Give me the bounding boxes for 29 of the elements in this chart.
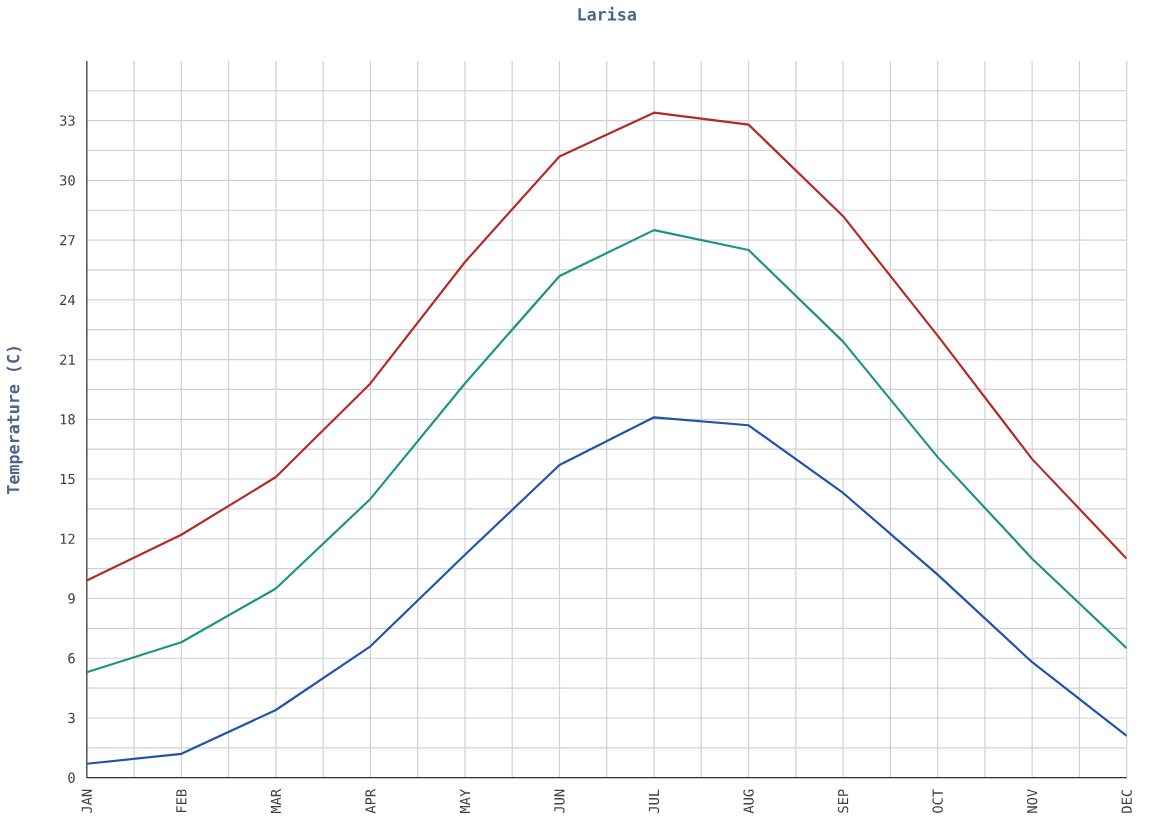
y-tick-label: 15: [60, 474, 75, 485]
x-tick-label: FEB: [176, 789, 187, 813]
y-tick-label: 6: [68, 653, 75, 664]
y-tick-label: 27: [60, 235, 75, 246]
x-tick-label: MAR: [270, 788, 281, 814]
line-series: [86, 416, 1127, 765]
y-tick-label: 18: [60, 414, 75, 425]
x-tick-label: APR: [365, 788, 376, 814]
y-tick-label: 0: [68, 772, 75, 783]
y-tick-label: 9: [68, 593, 75, 604]
x-tick-label: SEP: [837, 789, 849, 813]
x-tick-label: JUL: [648, 789, 660, 814]
y-tick-label: 21: [60, 354, 75, 365]
y-tick-label: 33: [60, 115, 75, 126]
line-series: [86, 229, 1127, 674]
y-tick-label: 12: [60, 533, 75, 544]
x-tick-label: JUN: [554, 789, 565, 814]
chart-title: Larisa: [578, 6, 636, 21]
x-tick-label: DEC: [1121, 790, 1132, 813]
y-tick-label: 30: [60, 175, 75, 186]
y-tick-label: 24: [60, 294, 76, 306]
y-axis-title: Temperature (C): [6, 347, 23, 495]
x-tick-label: MAY: [459, 789, 470, 814]
line-series: [86, 111, 1127, 582]
x-tick-label: NOV: [1026, 789, 1038, 813]
y-tick-label: 3: [68, 712, 75, 724]
x-tick-label: OCT: [932, 789, 943, 813]
x-tick-label: JAN: [81, 789, 92, 814]
x-tick-label: AUG: [743, 789, 754, 814]
